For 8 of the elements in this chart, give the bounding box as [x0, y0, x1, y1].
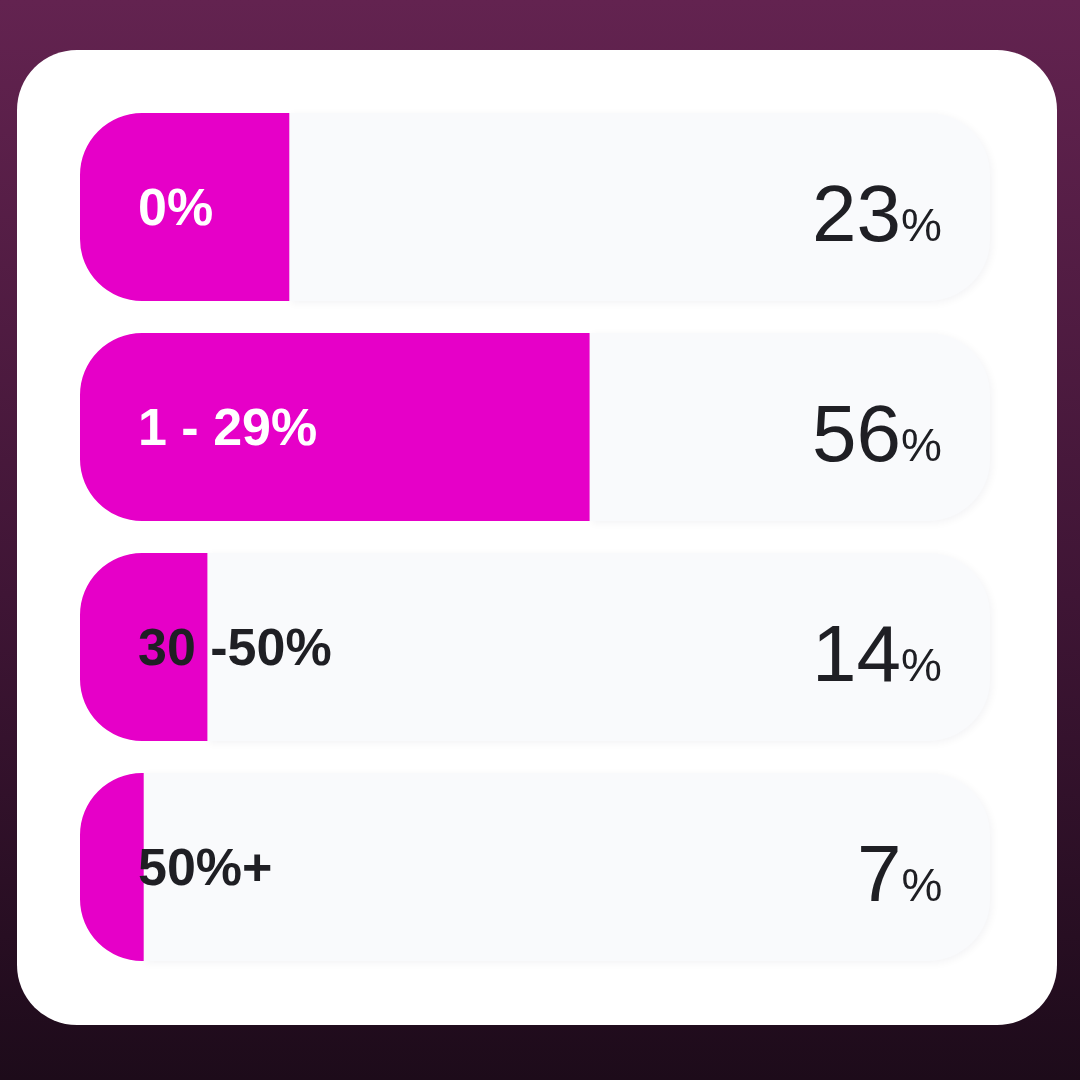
y-tick-label: 1 - 29%: [138, 398, 318, 457]
data-label: 14%: [812, 609, 942, 698]
data-label: 23%: [812, 169, 942, 258]
y-tick-label: 30 -50%: [138, 618, 332, 677]
data-label: 56%: [812, 389, 942, 478]
y-tick-label: 0%: [138, 178, 214, 237]
bar: [80, 113, 290, 301]
data-label: 7%: [857, 829, 943, 918]
